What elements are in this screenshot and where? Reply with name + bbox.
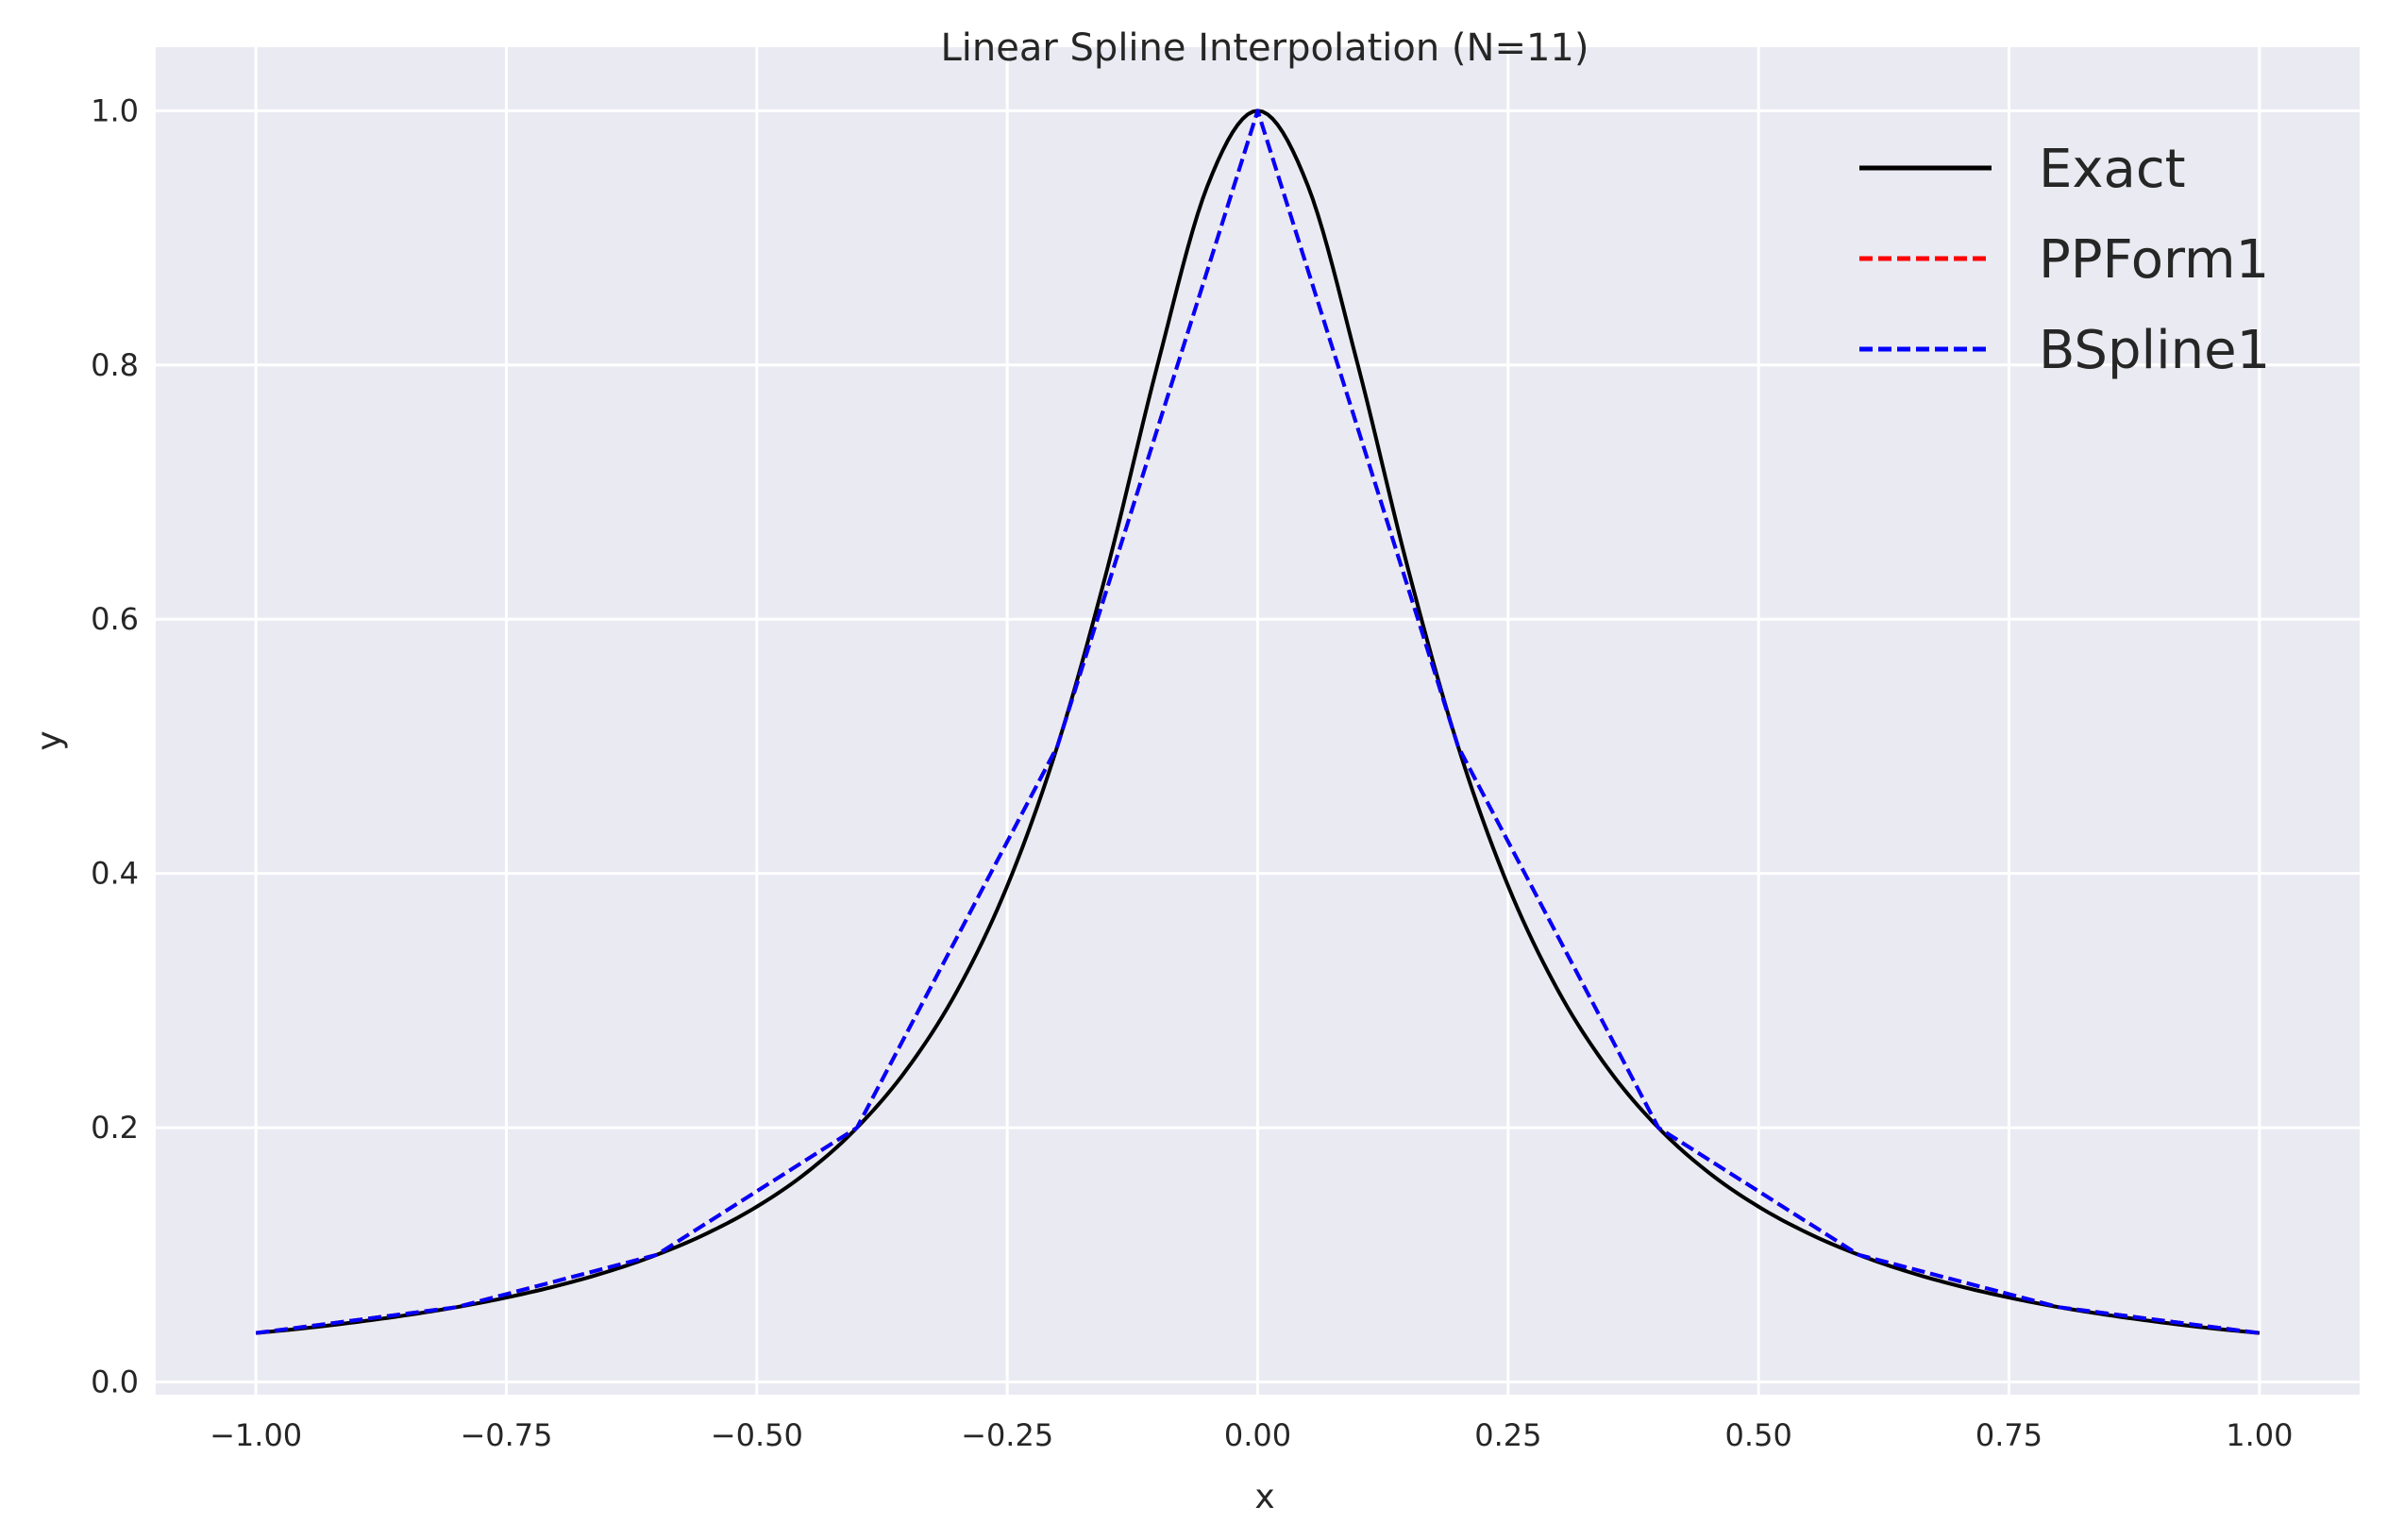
x-axis-label: x: [1254, 1478, 1274, 1516]
chart-title: Linear Spline Interpolation (N=11): [941, 26, 1589, 70]
x-tick-label: 0.00: [1224, 1417, 1291, 1453]
grid: [156, 47, 2360, 1395]
x-tick-label: 0.50: [1725, 1417, 1792, 1453]
legend-label-ppform1: PPForm1: [2039, 229, 2269, 291]
series-line-bspline1: [255, 109, 2261, 1335]
x-tick-labels: −1.00 −0.75 −0.50 −0.25 0.00 0.25 0.50 0.75 1.00: [210, 1417, 2293, 1453]
y-tick-labels: 0.0 0.2 0.4 0.6 0.8 1.0: [91, 92, 139, 1399]
y-tick-label: 0.2: [91, 1110, 139, 1146]
x-tick-label: 0.25: [1474, 1417, 1541, 1453]
y-tick-label: 1.0: [91, 92, 139, 128]
y-tick-label: 0.0: [91, 1364, 139, 1400]
legend-label-bspline1: BSpline1: [2039, 320, 2270, 381]
legend: Exact PPForm1 BSpline1: [1859, 139, 2270, 381]
x-tick-label: −0.75: [460, 1417, 552, 1453]
y-tick-label: 0.8: [91, 347, 139, 383]
x-tick-label: −0.50: [711, 1417, 803, 1453]
y-axis-label: y: [30, 730, 69, 750]
y-tick-label: 0.6: [91, 601, 139, 637]
x-tick-label: −1.00: [210, 1417, 302, 1453]
y-tick-label: 0.4: [91, 856, 139, 892]
legend-label-exact: Exact: [2039, 139, 2186, 200]
series-lines: [255, 109, 2261, 1335]
x-tick-label: 0.75: [1975, 1417, 2042, 1453]
x-tick-label: 1.00: [2226, 1417, 2293, 1453]
x-tick-label: −0.25: [961, 1417, 1053, 1453]
